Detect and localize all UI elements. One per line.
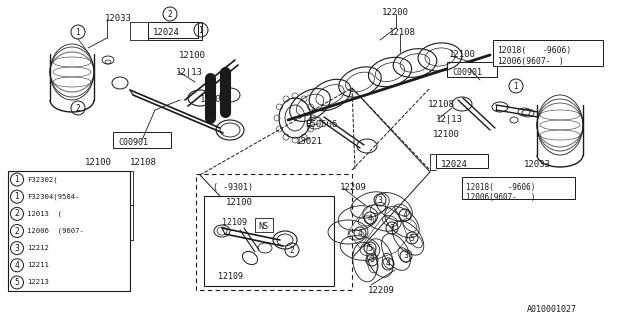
Text: 12108: 12108 bbox=[200, 95, 227, 104]
Text: 12108: 12108 bbox=[389, 28, 416, 37]
Text: 4: 4 bbox=[358, 228, 362, 237]
Text: 12018(: 12018( bbox=[497, 46, 526, 55]
Text: 12018(   -9606): 12018( -9606) bbox=[466, 183, 536, 192]
Text: 1: 1 bbox=[76, 28, 81, 36]
Text: F32302(: F32302( bbox=[27, 176, 58, 183]
Text: 3: 3 bbox=[15, 244, 19, 253]
Text: 2: 2 bbox=[290, 245, 294, 254]
Text: 12100: 12100 bbox=[433, 130, 460, 139]
Text: 12212: 12212 bbox=[27, 245, 49, 251]
Text: 12109: 12109 bbox=[218, 272, 243, 281]
Text: 5: 5 bbox=[410, 234, 415, 243]
Text: C00901: C00901 bbox=[118, 138, 148, 147]
Bar bbox=[8, 171, 130, 291]
Text: 12200: 12200 bbox=[382, 8, 409, 17]
Text: 2: 2 bbox=[15, 209, 19, 218]
Text: 3: 3 bbox=[390, 223, 394, 233]
Text: 12006(9607-: 12006(9607- bbox=[497, 57, 550, 66]
Bar bbox=[196, 174, 352, 290]
Text: 5: 5 bbox=[367, 244, 372, 252]
Bar bbox=[462, 177, 575, 199]
Text: 12100: 12100 bbox=[85, 158, 112, 167]
Text: 4: 4 bbox=[15, 261, 19, 270]
Text: 12024: 12024 bbox=[441, 160, 468, 169]
Text: 12013  (: 12013 ( bbox=[27, 211, 62, 217]
Bar bbox=[493, 40, 603, 66]
Text: 12100: 12100 bbox=[449, 50, 476, 59]
Text: 12|13: 12|13 bbox=[436, 115, 463, 124]
Text: 12|13: 12|13 bbox=[176, 68, 203, 77]
Text: 2: 2 bbox=[76, 103, 81, 113]
Bar bbox=[204, 196, 334, 286]
Text: 12109: 12109 bbox=[222, 218, 247, 227]
Text: 12006(9607-   ): 12006(9607- ) bbox=[466, 193, 536, 202]
Text: 12213: 12213 bbox=[27, 279, 49, 285]
Text: -9606): -9606) bbox=[543, 46, 572, 55]
Bar bbox=[447, 62, 497, 77]
Text: 12100: 12100 bbox=[179, 51, 206, 60]
Bar bbox=[113, 132, 171, 148]
Text: 13021: 13021 bbox=[296, 137, 323, 146]
Text: 5: 5 bbox=[15, 278, 19, 287]
Text: 12033: 12033 bbox=[524, 160, 551, 169]
Text: A010001027: A010001027 bbox=[527, 305, 577, 314]
Text: 12108: 12108 bbox=[428, 100, 455, 109]
Text: 3: 3 bbox=[378, 196, 383, 204]
Text: 12006  (9607-: 12006 (9607- bbox=[27, 228, 84, 234]
Text: F32304(9504-: F32304(9504- bbox=[27, 194, 79, 200]
Text: 4: 4 bbox=[403, 211, 408, 220]
Text: 12108: 12108 bbox=[130, 158, 157, 167]
Text: ( -9301): ( -9301) bbox=[213, 183, 253, 192]
Text: 4: 4 bbox=[385, 260, 390, 268]
Text: 1: 1 bbox=[15, 175, 19, 184]
Bar bbox=[255, 218, 273, 232]
Bar bbox=[436, 154, 488, 168]
Text: 1: 1 bbox=[15, 192, 19, 201]
Text: 2: 2 bbox=[15, 227, 19, 236]
Text: 12033: 12033 bbox=[105, 14, 132, 23]
Text: 12209: 12209 bbox=[368, 286, 395, 295]
Text: E50506: E50506 bbox=[305, 120, 337, 129]
Text: 12209: 12209 bbox=[340, 183, 367, 192]
Text: 3: 3 bbox=[404, 252, 408, 260]
Text: C00901: C00901 bbox=[452, 68, 482, 77]
Text: 3: 3 bbox=[369, 255, 374, 265]
Text: 1: 1 bbox=[198, 26, 204, 35]
Text: 2: 2 bbox=[168, 10, 172, 19]
Text: 4: 4 bbox=[367, 213, 372, 222]
Text: 12024: 12024 bbox=[153, 28, 180, 37]
Text: 12100: 12100 bbox=[226, 198, 253, 207]
Text: NS: NS bbox=[258, 222, 268, 231]
Text: 1: 1 bbox=[514, 82, 518, 91]
Text: 12211: 12211 bbox=[27, 262, 49, 268]
Text: ): ) bbox=[559, 57, 564, 66]
